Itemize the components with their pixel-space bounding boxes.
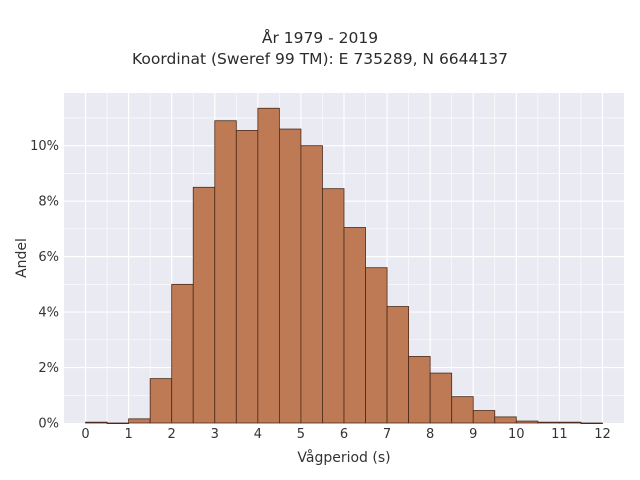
x-tick-label: 10 (508, 427, 525, 442)
histogram-bar (386, 306, 410, 424)
x-tick-label: 0 (81, 427, 89, 442)
chart-title: År 1979 - 2019 (261, 29, 379, 47)
histogram-bar (451, 396, 474, 424)
histogram-bar (192, 186, 216, 424)
histogram-bar (472, 410, 496, 424)
x-tick-label: 2 (168, 427, 176, 442)
y-tick-labels: 0% 2% 4% 6% 8% 10% (30, 139, 59, 431)
histogram-bar (300, 145, 323, 424)
x-axis-label: Vågperiod (s) (297, 449, 390, 466)
histogram-bar (429, 372, 453, 424)
histogram-bar (106, 422, 130, 425)
x-tick-label: 12 (594, 427, 611, 442)
histogram-bar (214, 120, 237, 424)
y-axis-label: Andel (14, 238, 30, 278)
histogram-bar (257, 107, 280, 424)
x-tick-label: 5 (297, 427, 305, 442)
histogram-bar (408, 356, 431, 424)
x-tick-label: 9 (469, 427, 477, 442)
histogram-bar (537, 421, 560, 424)
histogram-bar (128, 418, 151, 424)
histogram-bar (85, 421, 108, 424)
y-tick-label: 0% (38, 417, 59, 432)
histogram-bar (558, 421, 582, 424)
y-tick-label: 10% (30, 139, 59, 154)
histogram-bar (515, 420, 539, 424)
x-tick-labels: 0 1 2 3 4 5 6 7 8 9 10 11 12 (81, 427, 610, 442)
x-tick-label: 8 (426, 427, 434, 442)
histogram-bar (580, 422, 603, 425)
x-tick-label: 7 (383, 427, 391, 442)
histogram-bar (278, 128, 302, 424)
y-tick-label: 4% (38, 306, 59, 321)
y-tick-label: 8% (38, 195, 59, 210)
y-tick-label: 6% (38, 250, 59, 265)
histogram-bar (322, 188, 345, 424)
histogram-bar (494, 416, 517, 424)
histogram-bars (85, 107, 603, 425)
histogram-bar (149, 378, 173, 424)
histogram-bar (343, 227, 366, 424)
x-tick-label: 6 (340, 427, 348, 442)
y-tick-label: 2% (38, 361, 59, 376)
x-tick-label: 4 (254, 427, 262, 442)
x-tick-label: 3 (211, 427, 219, 442)
histogram-bar (171, 283, 194, 424)
x-tick-label: 11 (551, 427, 568, 442)
histogram-bar (235, 130, 259, 424)
chart-subtitle: Koordinat (Sweref 99 TM): E 735289, N 66… (132, 50, 508, 68)
histogram-bar (365, 267, 388, 424)
x-tick-label: 1 (124, 427, 132, 442)
